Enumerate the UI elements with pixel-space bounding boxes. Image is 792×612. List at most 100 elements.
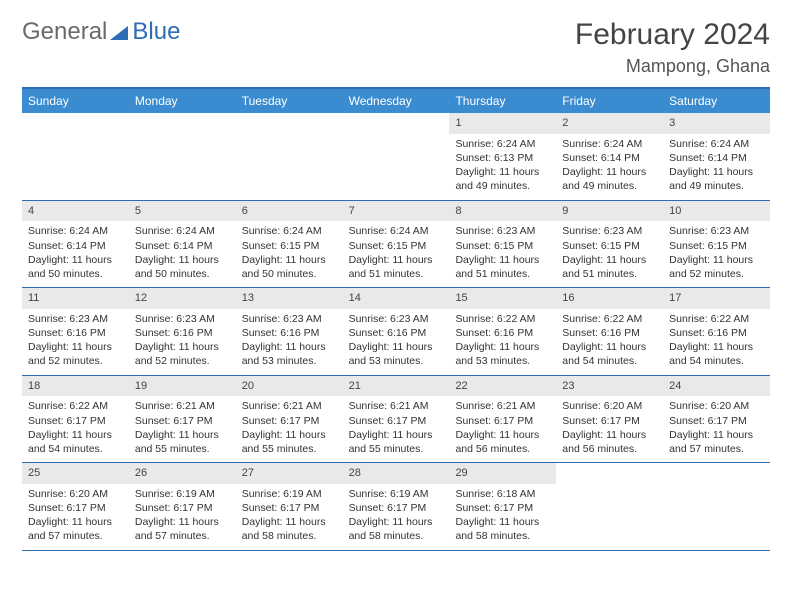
- page-header: General Blue February 2024 Mampong, Ghan…: [22, 18, 770, 77]
- calendar-day: 25Sunrise: 6:20 AMSunset: 6:17 PMDayligh…: [22, 463, 129, 550]
- daylight-text: Daylight: 11 hours and 55 minutes.: [135, 428, 230, 456]
- dow-saturday: Saturday: [663, 89, 770, 113]
- day-details: Sunrise: 6:20 AMSunset: 6:17 PMDaylight:…: [22, 484, 129, 550]
- daylight-text: Daylight: 11 hours and 50 minutes.: [135, 253, 230, 281]
- day-details: Sunrise: 6:23 AMSunset: 6:15 PMDaylight:…: [449, 221, 556, 287]
- sunrise-text: Sunrise: 6:24 AM: [28, 224, 123, 238]
- daylight-text: Daylight: 11 hours and 56 minutes.: [562, 428, 657, 456]
- calendar-day: 19Sunrise: 6:21 AMSunset: 6:17 PMDayligh…: [129, 376, 236, 463]
- calendar-day: 22Sunrise: 6:21 AMSunset: 6:17 PMDayligh…: [449, 376, 556, 463]
- day-number: 16: [556, 288, 663, 309]
- day-details: Sunrise: 6:23 AMSunset: 6:15 PMDaylight:…: [556, 221, 663, 287]
- sunrise-text: Sunrise: 6:19 AM: [242, 487, 337, 501]
- daylight-text: Daylight: 11 hours and 53 minutes.: [242, 340, 337, 368]
- day-details: Sunrise: 6:19 AMSunset: 6:17 PMDaylight:…: [129, 484, 236, 550]
- calendar-body: ....1Sunrise: 6:24 AMSunset: 6:13 PMDayl…: [22, 113, 770, 551]
- daylight-text: Daylight: 11 hours and 50 minutes.: [28, 253, 123, 281]
- calendar: Sunday Monday Tuesday Wednesday Thursday…: [22, 87, 770, 551]
- daylight-text: Daylight: 11 hours and 52 minutes.: [28, 340, 123, 368]
- sunset-text: Sunset: 6:17 PM: [135, 414, 230, 428]
- sunset-text: Sunset: 6:17 PM: [349, 501, 444, 515]
- calendar-day: .: [556, 463, 663, 550]
- calendar-day: 18Sunrise: 6:22 AMSunset: 6:17 PMDayligh…: [22, 376, 129, 463]
- sunset-text: Sunset: 6:15 PM: [455, 239, 550, 253]
- day-number: 22: [449, 376, 556, 397]
- sunset-text: Sunset: 6:16 PM: [669, 326, 764, 340]
- logo-triangle-icon: [110, 26, 128, 40]
- calendar-day: 23Sunrise: 6:20 AMSunset: 6:17 PMDayligh…: [556, 376, 663, 463]
- sunrise-text: Sunrise: 6:19 AM: [349, 487, 444, 501]
- sunset-text: Sunset: 6:15 PM: [242, 239, 337, 253]
- calendar-day: 13Sunrise: 6:23 AMSunset: 6:16 PMDayligh…: [236, 288, 343, 375]
- location-label: Mampong, Ghana: [575, 56, 770, 77]
- sunset-text: Sunset: 6:17 PM: [562, 414, 657, 428]
- day-details: Sunrise: 6:24 AMSunset: 6:14 PMDaylight:…: [129, 221, 236, 287]
- sunset-text: Sunset: 6:13 PM: [455, 151, 550, 165]
- daylight-text: Daylight: 11 hours and 51 minutes.: [455, 253, 550, 281]
- sunset-text: Sunset: 6:16 PM: [135, 326, 230, 340]
- sunset-text: Sunset: 6:17 PM: [669, 414, 764, 428]
- sunset-text: Sunset: 6:17 PM: [135, 501, 230, 515]
- calendar-day: 5Sunrise: 6:24 AMSunset: 6:14 PMDaylight…: [129, 201, 236, 288]
- calendar-day: 24Sunrise: 6:20 AMSunset: 6:17 PMDayligh…: [663, 376, 770, 463]
- sunset-text: Sunset: 6:17 PM: [242, 501, 337, 515]
- day-number: 17: [663, 288, 770, 309]
- day-details: Sunrise: 6:24 AMSunset: 6:13 PMDaylight:…: [449, 134, 556, 200]
- day-details: Sunrise: 6:20 AMSunset: 6:17 PMDaylight:…: [556, 396, 663, 462]
- day-number: 23: [556, 376, 663, 397]
- day-details: Sunrise: 6:24 AMSunset: 6:14 PMDaylight:…: [556, 134, 663, 200]
- calendar-day: 29Sunrise: 6:18 AMSunset: 6:17 PMDayligh…: [449, 463, 556, 550]
- daylight-text: Daylight: 11 hours and 50 minutes.: [242, 253, 337, 281]
- day-number: 26: [129, 463, 236, 484]
- sunset-text: Sunset: 6:15 PM: [349, 239, 444, 253]
- sunrise-text: Sunrise: 6:21 AM: [455, 399, 550, 413]
- calendar-week: ....1Sunrise: 6:24 AMSunset: 6:13 PMDayl…: [22, 113, 770, 201]
- day-details: Sunrise: 6:21 AMSunset: 6:17 PMDaylight:…: [343, 396, 450, 462]
- sunset-text: Sunset: 6:17 PM: [242, 414, 337, 428]
- day-number: 24: [663, 376, 770, 397]
- day-details: Sunrise: 6:23 AMSunset: 6:16 PMDaylight:…: [343, 309, 450, 375]
- day-number: 21: [343, 376, 450, 397]
- day-details: Sunrise: 6:21 AMSunset: 6:17 PMDaylight:…: [449, 396, 556, 462]
- daylight-text: Daylight: 11 hours and 56 minutes.: [455, 428, 550, 456]
- day-details: Sunrise: 6:21 AMSunset: 6:17 PMDaylight:…: [236, 396, 343, 462]
- daylight-text: Daylight: 11 hours and 54 minutes.: [28, 428, 123, 456]
- day-number: 29: [449, 463, 556, 484]
- daylight-text: Daylight: 11 hours and 58 minutes.: [349, 515, 444, 543]
- logo-text-1: General: [22, 18, 107, 46]
- day-number: 12: [129, 288, 236, 309]
- day-number: 19: [129, 376, 236, 397]
- sunrise-text: Sunrise: 6:18 AM: [455, 487, 550, 501]
- sunset-text: Sunset: 6:17 PM: [28, 501, 123, 515]
- calendar-day: 2Sunrise: 6:24 AMSunset: 6:14 PMDaylight…: [556, 113, 663, 200]
- title-block: February 2024 Mampong, Ghana: [575, 18, 770, 77]
- sunset-text: Sunset: 6:14 PM: [562, 151, 657, 165]
- day-number: 1: [449, 113, 556, 134]
- sunset-text: Sunset: 6:16 PM: [242, 326, 337, 340]
- day-number: 13: [236, 288, 343, 309]
- logo: General Blue: [22, 18, 180, 46]
- calendar-day: 6Sunrise: 6:24 AMSunset: 6:15 PMDaylight…: [236, 201, 343, 288]
- calendar-day: 11Sunrise: 6:23 AMSunset: 6:16 PMDayligh…: [22, 288, 129, 375]
- daylight-text: Daylight: 11 hours and 57 minutes.: [135, 515, 230, 543]
- sunrise-text: Sunrise: 6:23 AM: [28, 312, 123, 326]
- day-details: Sunrise: 6:23 AMSunset: 6:16 PMDaylight:…: [129, 309, 236, 375]
- day-details: Sunrise: 6:24 AMSunset: 6:14 PMDaylight:…: [663, 134, 770, 200]
- sunrise-text: Sunrise: 6:24 AM: [669, 137, 764, 151]
- calendar-day: .: [663, 463, 770, 550]
- day-number: 15: [449, 288, 556, 309]
- calendar-day: 28Sunrise: 6:19 AMSunset: 6:17 PMDayligh…: [343, 463, 450, 550]
- daylight-text: Daylight: 11 hours and 58 minutes.: [242, 515, 337, 543]
- daylight-text: Daylight: 11 hours and 52 minutes.: [135, 340, 230, 368]
- calendar-day: 20Sunrise: 6:21 AMSunset: 6:17 PMDayligh…: [236, 376, 343, 463]
- calendar-day: 4Sunrise: 6:24 AMSunset: 6:14 PMDaylight…: [22, 201, 129, 288]
- sunrise-text: Sunrise: 6:24 AM: [242, 224, 337, 238]
- day-details: Sunrise: 6:19 AMSunset: 6:17 PMDaylight:…: [343, 484, 450, 550]
- sunset-text: Sunset: 6:14 PM: [669, 151, 764, 165]
- sunset-text: Sunset: 6:16 PM: [28, 326, 123, 340]
- day-details: Sunrise: 6:22 AMSunset: 6:16 PMDaylight:…: [556, 309, 663, 375]
- day-details: Sunrise: 6:23 AMSunset: 6:15 PMDaylight:…: [663, 221, 770, 287]
- daylight-text: Daylight: 11 hours and 51 minutes.: [349, 253, 444, 281]
- calendar-week: 18Sunrise: 6:22 AMSunset: 6:17 PMDayligh…: [22, 376, 770, 464]
- dow-monday: Monday: [129, 89, 236, 113]
